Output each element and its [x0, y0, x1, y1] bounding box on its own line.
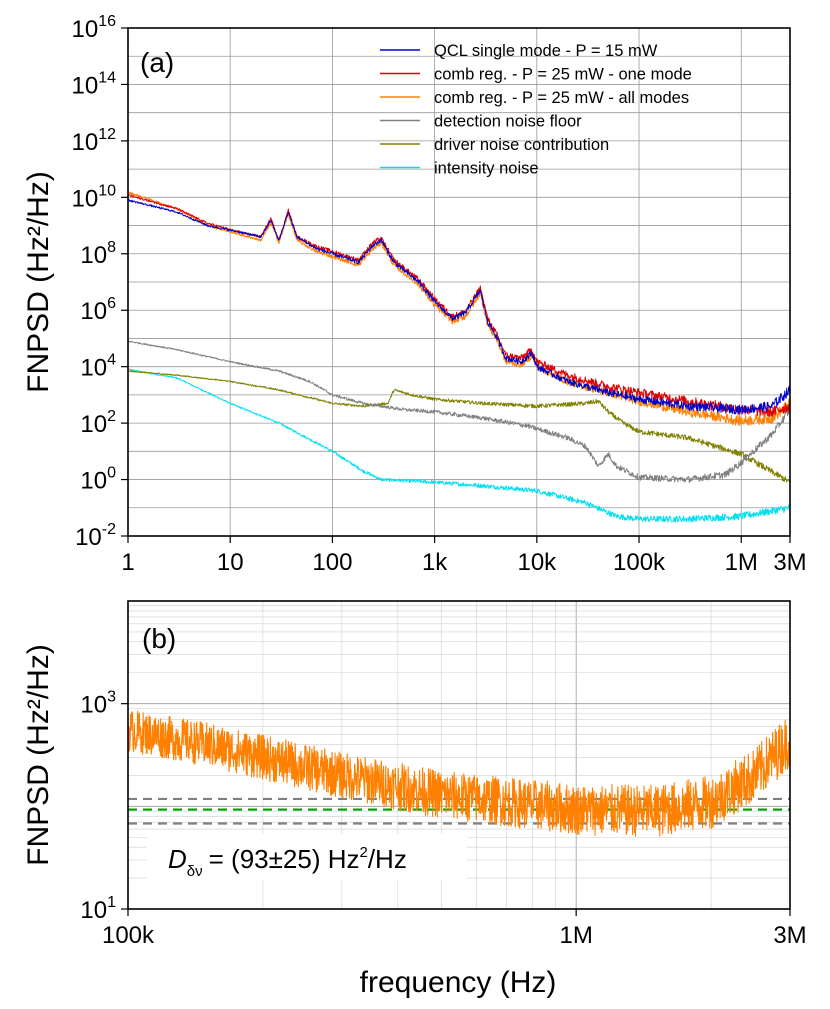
panel-a-y-tick-label: 1012	[72, 126, 117, 156]
annotation-tail: /Hz	[368, 844, 407, 874]
panel-b-ylabel: FNPSD (Hz²/Hz)	[22, 644, 55, 866]
panel-b-x-tick-label: 100k	[102, 922, 155, 949]
panel-a-series-5	[127, 198, 791, 415]
panel-a-y-tick-label: 102	[80, 408, 116, 438]
legend-label: comb reg. - P = 25 mW - all modes	[434, 89, 689, 107]
legend-label: driver noise contribution	[434, 136, 609, 154]
panel-b-x-tick-label: 1M	[559, 922, 592, 949]
panel-b-series-0	[127, 710, 791, 837]
panel-a-grid	[127, 27, 790, 537]
panel-a-y-tick-label: 108	[80, 239, 116, 269]
panel-a-series-3	[127, 191, 791, 426]
annotation-sup: 2	[359, 844, 367, 861]
panel-a-y-tick-label: 1010	[72, 182, 117, 212]
panel-b-y-tick-label: 101	[80, 894, 116, 924]
panel-b-frame	[127, 600, 791, 910]
panel-a-y-tick-label: 1016	[72, 13, 117, 43]
panel-a: 1 10 100 1k 10k 100k 1M 3M 10-2 100 102 104 106 108 10…	[22, 13, 807, 576]
panel-a-y-tick-label: 100	[80, 465, 116, 495]
panel-a-y-tick-label: 106	[80, 295, 116, 325]
panel-a-x-tick-label: 100	[312, 549, 352, 576]
panel-b-y-tick-label: 103	[80, 689, 116, 719]
panel-b-x-tick-label: 3M	[773, 922, 806, 949]
legend-label: detection noise floor	[434, 113, 582, 131]
panel-b-xlabel: frequency (Hz)	[360, 966, 557, 999]
annotation-text: = (93±25) Hz	[209, 844, 360, 874]
legend-label: comb reg. - P = 25 mW - one mode	[434, 66, 692, 84]
panel-a-series	[127, 191, 791, 523]
panel-b-series	[127, 710, 791, 837]
panel-a-series-4	[127, 194, 791, 418]
panel-a-frame	[127, 27, 791, 537]
annotation-symbol: D	[168, 844, 187, 874]
panel-a-series-0	[127, 368, 791, 523]
panel-a-y-tick-label: 1014	[72, 69, 117, 99]
panel-a-x-tick-label: 1	[121, 549, 134, 576]
panel-a-ylabel: FNPSD (Hz²/Hz)	[22, 171, 55, 393]
panel-a-series-1	[127, 370, 791, 483]
panel-a-x-tick-label: 10k	[517, 549, 557, 576]
annotation-subscript: δν	[187, 863, 203, 880]
panel-b-label: (b)	[142, 623, 176, 654]
panel-a-series-2	[128, 340, 791, 483]
panel-a-x-tick-label: 3M	[773, 549, 806, 576]
panel-b-ticks: 100k 1M 3M 101 103	[80, 689, 806, 949]
noise-level-annotation: Dδν = (93±25) Hz2/Hz	[168, 844, 407, 880]
panel-a-label: (a)	[140, 47, 174, 78]
legend: QCL single mode - P = 15 mW comb reg. - P…	[380, 42, 692, 178]
panel-a-x-tick-label: 100k	[613, 549, 666, 576]
legend-label: intensity noise	[434, 160, 539, 178]
panel-a-y-tick-label: 10-2	[75, 521, 116, 551]
panel-b: 100k 1M 3M 101 103 (b) Dδν = (93±25) Hz2/Hz F…	[22, 600, 807, 999]
panel-a-y-tick-label: 104	[80, 352, 116, 382]
panel-a-x-tick-label: 1k	[422, 549, 448, 576]
panel-a-ticks: 1 10 100 1k 10k 100k 1M 3M 10-2 100 102 104 106 108 10…	[72, 13, 807, 576]
panel-a-x-tick-label: 1M	[725, 549, 758, 576]
panel-a-x-tick-label: 10	[217, 549, 244, 576]
legend-label: QCL single mode - P = 15 mW	[434, 42, 658, 60]
annotation-box	[147, 834, 467, 880]
